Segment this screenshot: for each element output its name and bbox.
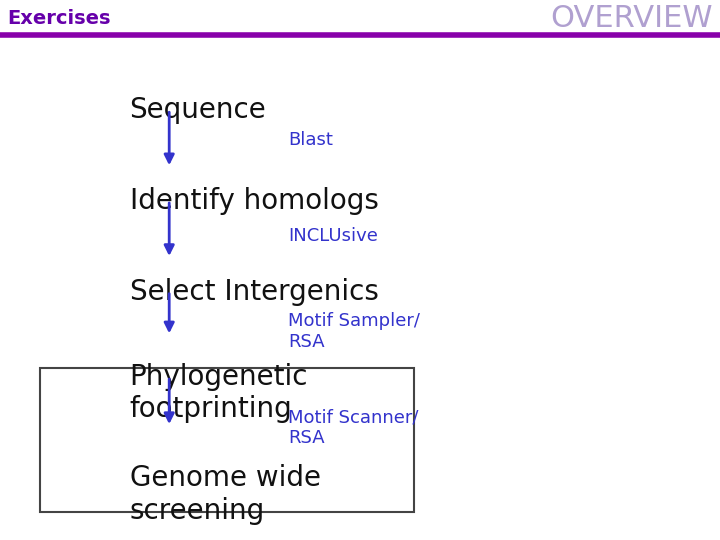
- Text: Phylogenetic
footprinting: Phylogenetic footprinting: [130, 363, 308, 423]
- Text: Genome wide
screening: Genome wide screening: [130, 464, 320, 525]
- Text: Blast: Blast: [288, 131, 333, 149]
- Text: Exercises: Exercises: [7, 9, 111, 28]
- Text: INCLUsive: INCLUsive: [288, 227, 378, 245]
- Text: Sequence: Sequence: [130, 96, 266, 124]
- Text: Motif Sampler/
RSA: Motif Sampler/ RSA: [288, 312, 420, 351]
- Bar: [40, 368, 414, 512]
- Text: Motif Scanner/
RSA: Motif Scanner/ RSA: [288, 408, 418, 447]
- Text: Select Intergenics: Select Intergenics: [130, 278, 379, 306]
- Text: Identify homologs: Identify homologs: [130, 187, 379, 215]
- Text: OVERVIEW: OVERVIEW: [550, 4, 713, 33]
